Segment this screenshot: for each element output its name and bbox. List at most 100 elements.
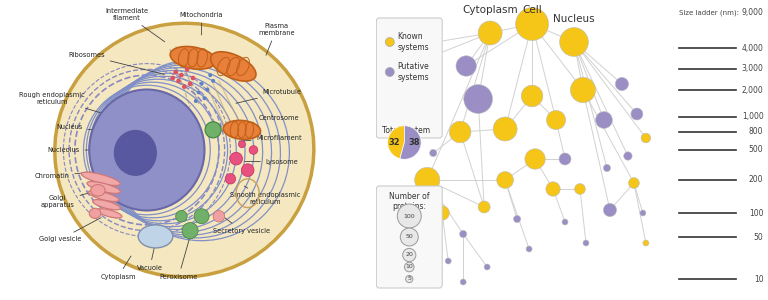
Circle shape — [208, 73, 212, 77]
Circle shape — [478, 201, 490, 213]
Circle shape — [631, 108, 643, 120]
Circle shape — [546, 182, 560, 196]
Circle shape — [179, 73, 184, 77]
Circle shape — [225, 174, 236, 184]
Circle shape — [200, 82, 204, 86]
Circle shape — [628, 178, 639, 188]
Circle shape — [211, 79, 215, 83]
Text: 1,000: 1,000 — [742, 112, 763, 122]
Text: 500: 500 — [749, 146, 763, 154]
Text: 4,000: 4,000 — [742, 44, 763, 52]
Text: Plasma
membrane: Plasma membrane — [258, 22, 295, 55]
Circle shape — [478, 21, 502, 45]
Ellipse shape — [89, 89, 204, 211]
Circle shape — [615, 77, 628, 91]
Text: 200: 200 — [749, 176, 763, 184]
Circle shape — [400, 204, 406, 210]
Text: Nucleus: Nucleus — [56, 124, 112, 132]
Text: Nucleus: Nucleus — [553, 14, 594, 24]
Circle shape — [230, 152, 243, 165]
Circle shape — [238, 141, 245, 148]
Circle shape — [174, 70, 178, 74]
FancyBboxPatch shape — [376, 18, 442, 138]
Circle shape — [205, 122, 221, 138]
Text: Peroxisome: Peroxisome — [160, 239, 197, 280]
Text: Secretory vesicle: Secretory vesicle — [214, 215, 270, 234]
Circle shape — [640, 210, 646, 216]
Text: 38: 38 — [409, 138, 420, 147]
Text: 2,000: 2,000 — [742, 85, 763, 94]
Circle shape — [604, 203, 617, 217]
Circle shape — [415, 231, 421, 237]
Circle shape — [386, 38, 394, 46]
Circle shape — [432, 37, 441, 47]
Text: Mitochondria: Mitochondria — [180, 12, 223, 35]
Circle shape — [515, 8, 548, 41]
Circle shape — [405, 262, 414, 272]
Circle shape — [397, 204, 421, 228]
Circle shape — [187, 82, 192, 86]
Text: Chromatin: Chromatin — [35, 170, 110, 179]
Circle shape — [194, 209, 209, 224]
Ellipse shape — [97, 209, 122, 218]
Text: Putative
systems: Putative systems — [397, 62, 429, 82]
Circle shape — [400, 228, 419, 246]
Circle shape — [583, 240, 589, 246]
Text: Microfilament: Microfilament — [239, 136, 302, 142]
Ellipse shape — [87, 182, 121, 194]
Text: Centrosome: Centrosome — [224, 115, 300, 127]
Text: Smooth endoplasmic
reticulum: Smooth endoplasmic reticulum — [230, 186, 300, 206]
Ellipse shape — [210, 52, 256, 81]
Text: Cytoplasm: Cytoplasm — [101, 256, 136, 280]
Circle shape — [176, 79, 181, 83]
Ellipse shape — [138, 225, 173, 248]
Circle shape — [604, 164, 611, 172]
Circle shape — [493, 117, 517, 141]
Circle shape — [170, 76, 175, 80]
Ellipse shape — [91, 184, 105, 196]
Ellipse shape — [223, 120, 260, 139]
Circle shape — [190, 76, 195, 80]
Text: 5: 5 — [407, 277, 411, 281]
Text: Cytoplasm: Cytoplasm — [462, 5, 518, 15]
Circle shape — [435, 206, 449, 220]
Ellipse shape — [81, 172, 121, 185]
Text: Vacuole: Vacuole — [137, 245, 163, 271]
Text: Rough endoplasmic
reticulum: Rough endoplasmic reticulum — [19, 92, 136, 123]
Circle shape — [185, 67, 190, 72]
Circle shape — [641, 133, 650, 143]
Circle shape — [386, 68, 394, 76]
Circle shape — [497, 172, 514, 188]
Circle shape — [415, 167, 440, 193]
Text: 32: 32 — [389, 138, 400, 147]
Circle shape — [464, 85, 492, 113]
Text: Golgi
apparatus: Golgi apparatus — [41, 191, 95, 208]
FancyBboxPatch shape — [376, 186, 442, 288]
Text: Ribosomes: Ribosomes — [68, 52, 164, 74]
Ellipse shape — [93, 200, 121, 210]
Text: Intermediate
filament: Intermediate filament — [105, 8, 165, 42]
Circle shape — [526, 246, 532, 252]
Circle shape — [402, 248, 415, 262]
Circle shape — [560, 28, 588, 56]
Text: 10: 10 — [406, 265, 413, 269]
Circle shape — [459, 230, 467, 238]
Circle shape — [521, 85, 543, 107]
Circle shape — [429, 149, 437, 157]
Circle shape — [445, 258, 452, 264]
Ellipse shape — [89, 208, 101, 218]
Ellipse shape — [88, 190, 119, 202]
Circle shape — [197, 90, 200, 94]
Text: Microtubule: Microtubule — [236, 89, 302, 103]
Circle shape — [559, 153, 571, 165]
Circle shape — [205, 88, 210, 92]
Circle shape — [460, 279, 466, 285]
Circle shape — [406, 275, 413, 283]
Text: 10: 10 — [754, 274, 763, 284]
Circle shape — [643, 240, 649, 246]
Text: 3,000: 3,000 — [742, 64, 763, 74]
Circle shape — [574, 184, 585, 194]
Text: 800: 800 — [749, 128, 763, 136]
Text: Golgi vesicle: Golgi vesicle — [39, 218, 101, 242]
Text: 20: 20 — [406, 253, 413, 257]
